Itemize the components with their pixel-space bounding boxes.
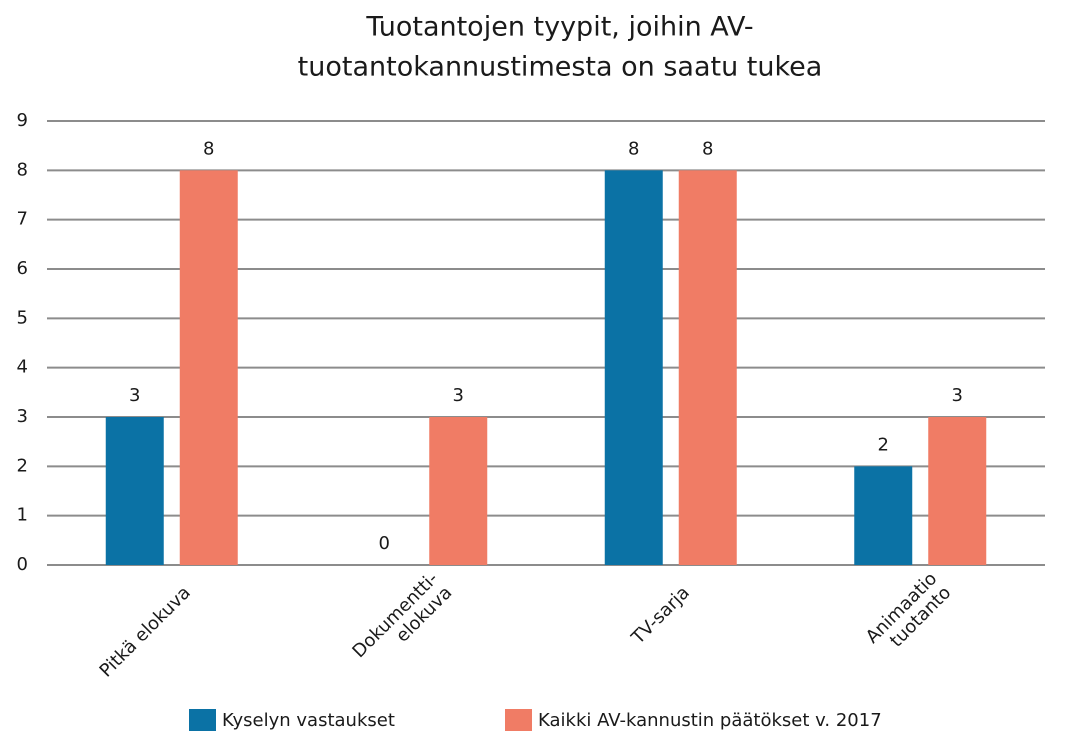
value-label: 3 bbox=[952, 385, 963, 406]
y-tick-label: 9 bbox=[17, 110, 28, 131]
y-tick-label: 1 bbox=[17, 505, 28, 526]
chart-title: Tuotantojen tyypit, joihin AV- bbox=[365, 12, 753, 43]
value-label: 8 bbox=[628, 138, 639, 159]
value-label: 3 bbox=[129, 385, 140, 406]
bar bbox=[429, 417, 488, 565]
legend-label: Kyselyn vastaukset bbox=[222, 710, 395, 731]
legend-swatch bbox=[505, 709, 532, 731]
y-tick-label: 3 bbox=[17, 406, 28, 427]
legend-label: Kaikki AV-kannustin päätökset v. 2017 bbox=[538, 710, 882, 731]
y-tick-label: 4 bbox=[17, 357, 28, 378]
chart-title: tuotantokannustimesta on saatu tukea bbox=[298, 52, 823, 83]
bar bbox=[105, 417, 164, 565]
value-label: 2 bbox=[878, 434, 889, 455]
y-tick-label: 7 bbox=[17, 209, 28, 230]
bar bbox=[678, 170, 737, 566]
value-label: 8 bbox=[702, 138, 713, 159]
y-tick-label: 0 bbox=[17, 554, 28, 575]
legend-swatch bbox=[189, 709, 216, 731]
y-tick-label: 2 bbox=[17, 455, 28, 476]
x-tick-label: Pitkä elokuva bbox=[96, 582, 195, 681]
y-tick-label: 8 bbox=[17, 159, 28, 180]
value-label: 0 bbox=[379, 533, 390, 554]
x-tick-label: TV-sarja bbox=[627, 582, 694, 649]
bar bbox=[179, 170, 238, 566]
bar bbox=[604, 170, 663, 566]
y-tick-label: 5 bbox=[17, 307, 28, 328]
value-label: 3 bbox=[453, 385, 464, 406]
y-tick-label: 6 bbox=[17, 258, 28, 279]
bar bbox=[928, 417, 987, 565]
value-label: 8 bbox=[203, 138, 214, 159]
bar bbox=[854, 466, 913, 565]
